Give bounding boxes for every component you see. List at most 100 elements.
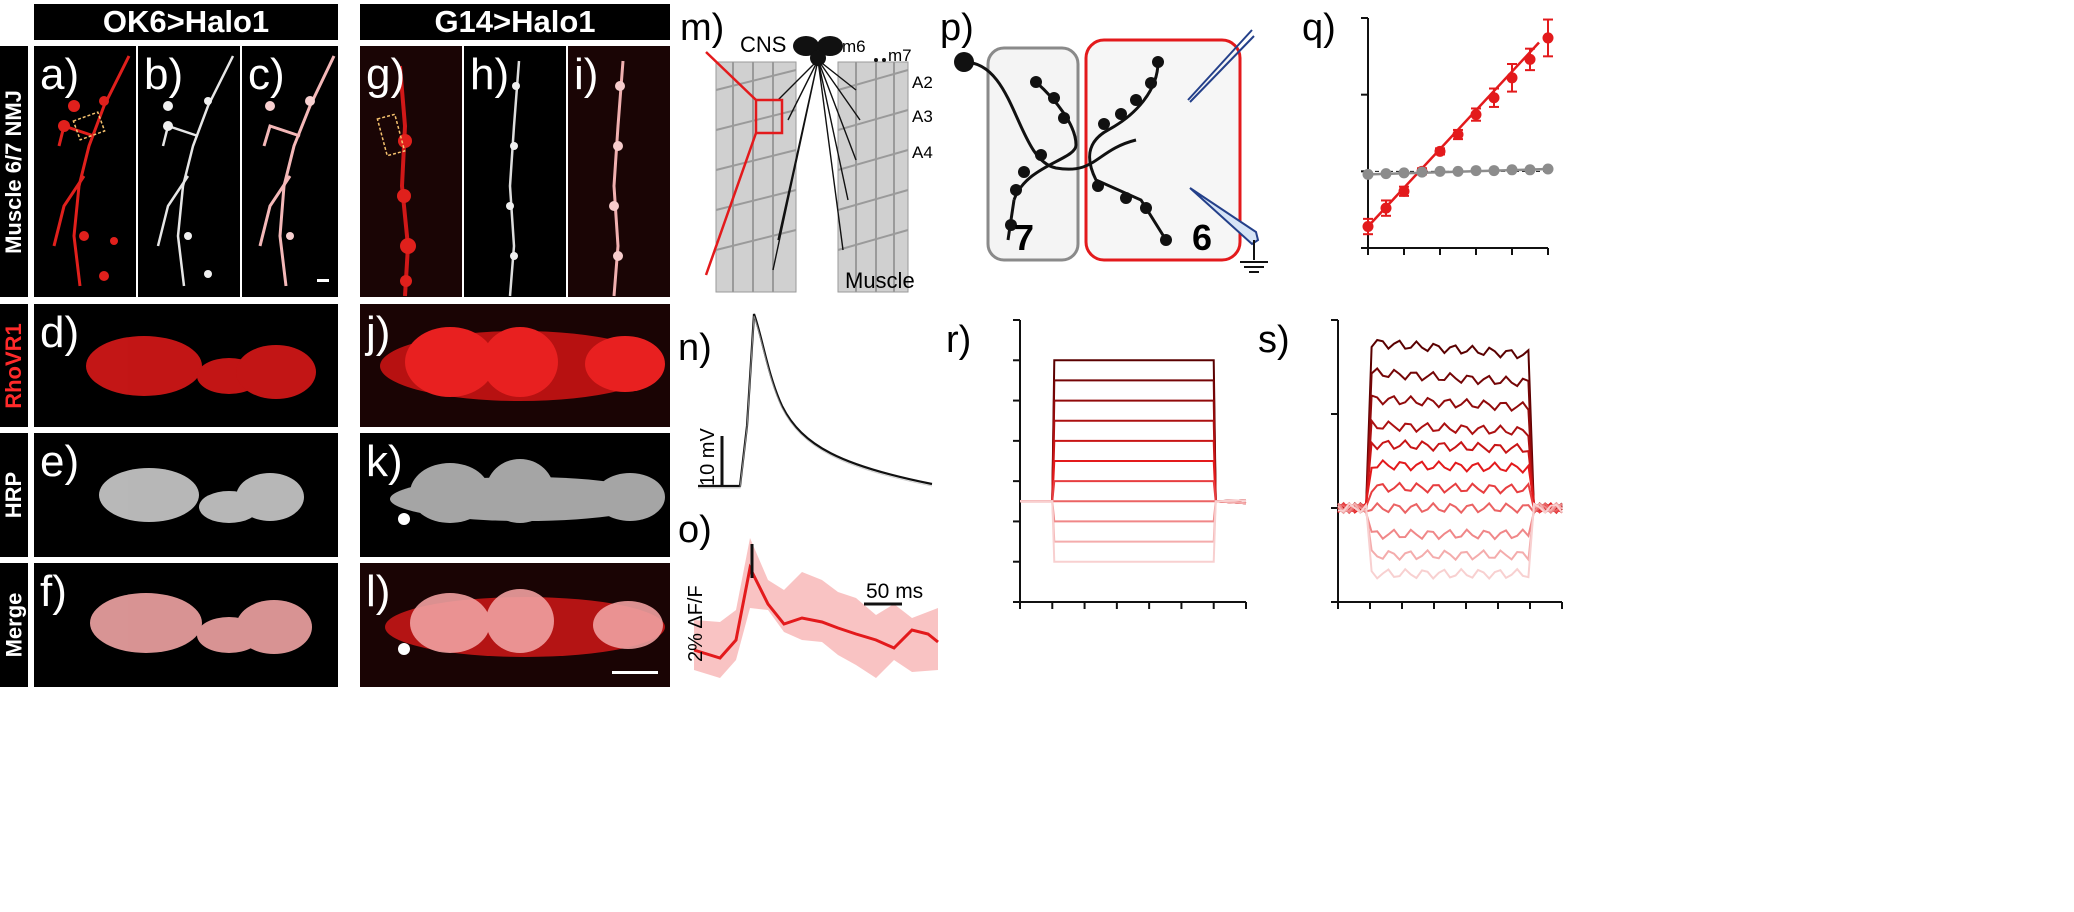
panel-f-bouton (90, 593, 312, 654)
panel-h-neurons (506, 60, 521, 297)
panel-h-image: h) (464, 46, 566, 297)
a4-label: A4 (912, 143, 933, 162)
electrode (1189, 187, 1260, 246)
data-point (1416, 166, 1428, 178)
voltage-step-trace (1020, 500, 1247, 505)
row-label-merge: Merge (0, 563, 28, 687)
dff-step-trace (1337, 458, 1563, 514)
data-point (1362, 168, 1374, 180)
panel-b-neurons (156, 55, 235, 287)
muscle-6-box (1084, 38, 1242, 262)
panel-o-chart: o) 2% ΔF/F 50 ms (678, 509, 939, 678)
data-point (1506, 164, 1518, 176)
panel-f-letter: f) (40, 567, 67, 616)
panel-c-letter: c) (248, 50, 285, 99)
panel-p-letter: p) (940, 7, 974, 49)
panel-j-image: j) (360, 304, 670, 427)
panel-b-letter: b) (144, 50, 184, 99)
dff-step-trace (1337, 394, 1563, 514)
row-label-rhovr1: RhoVR1 (0, 304, 28, 427)
panel-a-neurons (52, 55, 131, 287)
panel-k-bouton (390, 459, 665, 525)
data-point (1488, 165, 1500, 177)
data-point (1470, 165, 1482, 177)
row-label-rhovr1-text: RhoVR1 (1, 322, 26, 409)
panel-k-image: k) (360, 433, 670, 557)
data-point (1542, 32, 1554, 44)
dff-step-trace (1337, 418, 1563, 515)
data-point (1488, 92, 1500, 104)
data-point (1398, 167, 1410, 179)
panel-e-image: e) (34, 433, 338, 557)
header-ok6: OK6>Halo1 (34, 4, 338, 40)
panel-s-letter: s) (1258, 319, 1290, 361)
action-potential-trace (698, 313, 933, 488)
panel-h-letter: h) (470, 50, 510, 99)
panel-g-letter: g) (366, 50, 406, 99)
panel-d-image: d) (34, 304, 338, 427)
m7-label: m7 (888, 46, 912, 65)
dff-step-trace (1337, 338, 1563, 514)
data-point (1470, 109, 1482, 121)
dff-step-trace (1337, 502, 1563, 541)
data-point (1452, 165, 1464, 177)
panel-e-bouton (99, 468, 304, 523)
dff-step-trace (1337, 481, 1563, 515)
panel-k-letter: k) (366, 437, 403, 486)
panel-r-chart: r) (946, 319, 1247, 609)
panel-j-letter: j) (366, 308, 391, 357)
m6-label: m6 (842, 37, 866, 56)
panel-a-letter: a) (40, 50, 80, 99)
panel-q-letter: q) (1302, 7, 1336, 49)
panel-d-bouton (86, 336, 316, 399)
data-point (1452, 129, 1464, 141)
data-point (1524, 53, 1536, 65)
row-label-hrp-text: HRP (1, 471, 27, 519)
row-label-nmj-text: Muscle 6/7 NMJ (1, 89, 26, 254)
row-label-merge-text: Merge (1, 592, 27, 658)
panel-n-scale-label: 10 mV (697, 428, 719, 486)
voltage-step-trace (1020, 480, 1247, 503)
data-point (1434, 145, 1446, 157)
panel-e-letter: e) (40, 437, 80, 486)
muscle-7-number: 7 (1014, 217, 1034, 258)
panel-m-schematic: m) CNS m6 m7 A2 A3 A4 Muscle (680, 7, 933, 293)
row-label-nmj: Muscle 6/7 NMJ (0, 46, 28, 297)
dff-step-trace (1337, 438, 1563, 514)
panel-i-image: i) (568, 46, 670, 297)
panel-n-letter: n) (678, 327, 712, 369)
dff-step-trace (1337, 501, 1563, 515)
data-point (1542, 163, 1554, 175)
cns-label: CNS (740, 32, 786, 57)
data-point (1524, 164, 1536, 176)
panel-b-image: b) (138, 46, 240, 297)
header-g14: G14>Halo1 (360, 4, 670, 40)
panel-c-image: c) (242, 46, 338, 297)
panel-i-letter: i) (574, 50, 599, 99)
panel-o-letter: o) (678, 509, 712, 551)
panel-l-letter: l) (366, 567, 391, 616)
panel-o-scale-y-label: 2% ΔF/F (685, 585, 707, 662)
muscle-6-number: 6 (1192, 217, 1212, 258)
data-point (1362, 221, 1374, 233)
data-point (1434, 165, 1446, 177)
data-point (1398, 185, 1410, 197)
panel-s-chart: s) (1258, 319, 1563, 609)
dff-step-trace (1337, 501, 1563, 563)
row-label-hrp: HRP (0, 433, 28, 557)
panel-f-image: f) (34, 563, 338, 687)
dff-trace (693, 563, 939, 660)
panel-n-chart: n) 10 mV (678, 313, 933, 489)
a3-label: A3 (912, 107, 933, 126)
panel-l-bouton (385, 589, 665, 674)
data-point (1506, 72, 1518, 84)
panel-c-neurons (258, 55, 336, 287)
panel-l-image: l) (360, 563, 670, 687)
voltage-step-trace (1020, 499, 1247, 563)
panel-g-neurons (376, 65, 416, 297)
panel-j-bouton (380, 327, 665, 401)
panel-i-neurons (609, 60, 625, 297)
dff-error-band (694, 538, 938, 678)
panel-g-image: g) (360, 46, 462, 297)
data-point (1380, 168, 1392, 180)
